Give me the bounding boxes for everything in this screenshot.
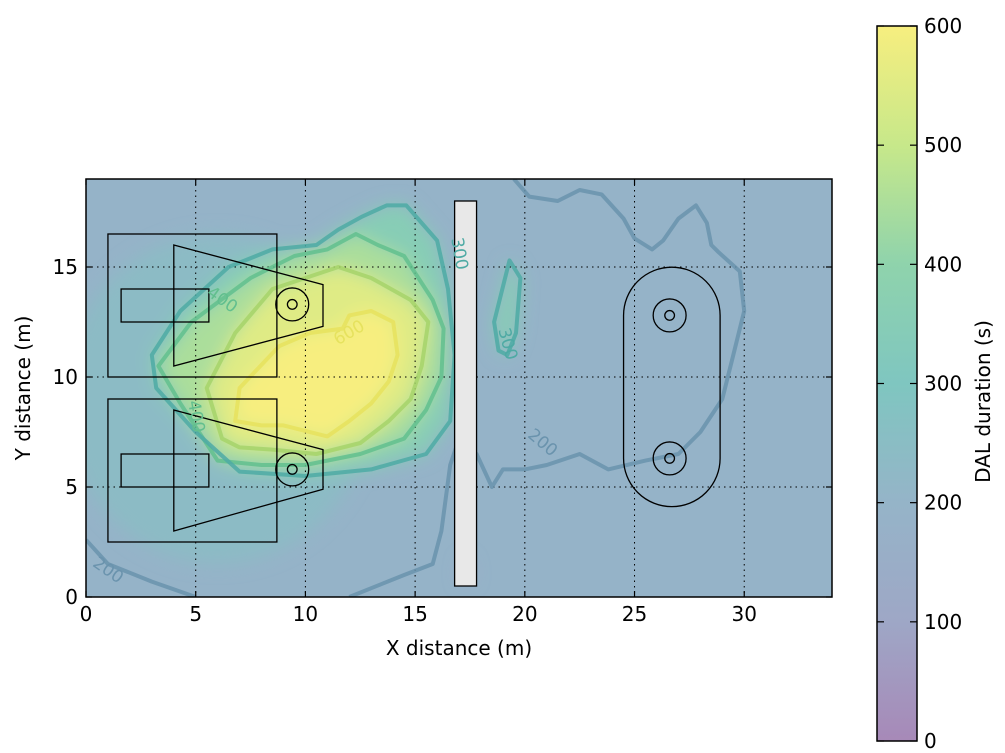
equipment-circle xyxy=(652,298,687,333)
x-tick-label: 20 xyxy=(512,602,537,626)
wall-panel xyxy=(453,200,478,587)
equipment-trapezoid xyxy=(173,244,324,367)
contour-line-300 xyxy=(149,203,457,478)
contour-line-500 xyxy=(204,265,431,456)
equipment-circle xyxy=(664,452,676,464)
colorbar-ticks: 0 100 200 300 400 500 600 xyxy=(877,14,962,753)
colorbar-tick-label: 0 xyxy=(924,729,937,753)
equipment-rect xyxy=(107,398,278,543)
x-tick-label: 0 xyxy=(80,602,93,626)
y-tick-label: 0 xyxy=(65,585,78,609)
equipment-overlay xyxy=(107,200,721,587)
contour-line-300 xyxy=(492,258,523,357)
y-axis-ticks: 0 5 10 15 xyxy=(53,255,832,609)
equipment-circle xyxy=(286,463,298,475)
equipment-rect xyxy=(107,233,278,378)
heatmap-band-600 xyxy=(235,311,398,437)
x-tick-label: 5 xyxy=(189,602,202,626)
contour-line-600 xyxy=(233,309,400,439)
equipment-circle xyxy=(664,309,676,321)
colorbar-tick-label: 300 xyxy=(924,372,962,396)
colorbar-tick-label: 200 xyxy=(924,491,962,515)
colorbar-tick-label: 400 xyxy=(924,252,962,276)
equipment-trapezoid xyxy=(173,409,324,532)
x-tick-label: 25 xyxy=(622,602,647,626)
colorbar-tick-label: 500 xyxy=(924,133,962,157)
equipment-circle xyxy=(286,298,298,310)
equipment-stadium xyxy=(622,266,721,508)
equipment-rect xyxy=(120,288,210,323)
equipment-circle xyxy=(275,287,310,322)
y-axis-label: Y distance (m) xyxy=(11,316,35,462)
colorbar-tick-label: 600 xyxy=(924,14,962,38)
y-tick-label: 5 xyxy=(65,475,78,499)
y-tick-label: 10 xyxy=(53,365,78,389)
x-tick-label: 15 xyxy=(402,602,427,626)
colorbar: 0 100 200 300 400 500 600 DAL duration (s) xyxy=(876,14,995,753)
plot-frame xyxy=(85,178,833,598)
colorbar-label: DAL duration (s) xyxy=(971,320,995,483)
y-tick-label: 15 xyxy=(53,255,78,279)
equipment-circle xyxy=(652,441,687,476)
equipment-rect xyxy=(120,453,210,488)
x-tick-label: 30 xyxy=(732,602,757,626)
heatmap-band-300 xyxy=(494,260,521,355)
contour-line-200 xyxy=(86,538,197,597)
x-tick-label: 10 xyxy=(293,602,318,626)
x-axis-ticks: 0 5 10 15 20 25 30 xyxy=(80,179,757,626)
x-axis-label: X distance (m) xyxy=(386,636,532,660)
colorbar-tick-label: 100 xyxy=(924,610,962,634)
equipment-circle xyxy=(275,452,310,487)
